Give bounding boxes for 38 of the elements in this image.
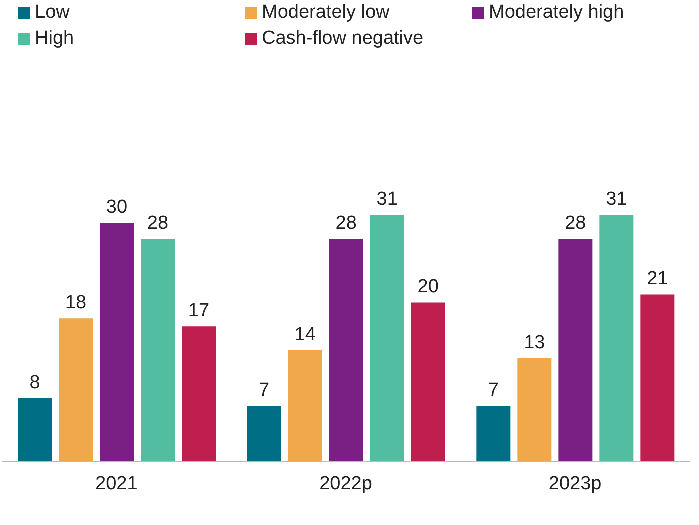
legend-label: High bbox=[35, 28, 74, 50]
data-label: 21 bbox=[647, 268, 668, 290]
bar bbox=[100, 223, 134, 462]
bar bbox=[247, 406, 282, 462]
bar bbox=[141, 238, 175, 462]
data-label: 31 bbox=[376, 189, 398, 210]
data-label: 28 bbox=[336, 212, 357, 234]
x-tick-label: 2022p bbox=[320, 473, 372, 494]
legend-label: Moderately high bbox=[489, 2, 624, 24]
legend-label: Moderately low bbox=[262, 2, 390, 24]
bar bbox=[411, 302, 446, 462]
data-label: 31 bbox=[606, 189, 628, 210]
data-label: 7 bbox=[488, 380, 499, 402]
data-label: 30 bbox=[106, 197, 128, 218]
data-label: 28 bbox=[565, 212, 586, 234]
legend-label: Low bbox=[35, 2, 70, 24]
x-tick-label: 2023p bbox=[548, 473, 602, 494]
data-label: 17 bbox=[188, 300, 210, 322]
data-label: 7 bbox=[259, 380, 270, 402]
bar bbox=[640, 294, 675, 462]
bar bbox=[518, 358, 552, 462]
bar bbox=[370, 215, 404, 462]
data-label: 18 bbox=[65, 292, 87, 314]
data-label: 28 bbox=[147, 212, 169, 234]
data-label: 8 bbox=[30, 372, 40, 394]
bar bbox=[18, 398, 52, 462]
data-label: 13 bbox=[524, 332, 546, 354]
data-label: 14 bbox=[294, 324, 316, 346]
bar bbox=[288, 350, 322, 462]
data-label: 20 bbox=[418, 276, 439, 298]
legend-label: Cash-flow negative bbox=[262, 28, 424, 50]
bar bbox=[476, 406, 511, 462]
bar bbox=[182, 326, 216, 462]
bar bbox=[59, 318, 93, 462]
x-tick-label: 2021 bbox=[96, 473, 138, 494]
bar bbox=[600, 215, 634, 462]
bar bbox=[329, 238, 364, 462]
bar bbox=[558, 238, 593, 462]
